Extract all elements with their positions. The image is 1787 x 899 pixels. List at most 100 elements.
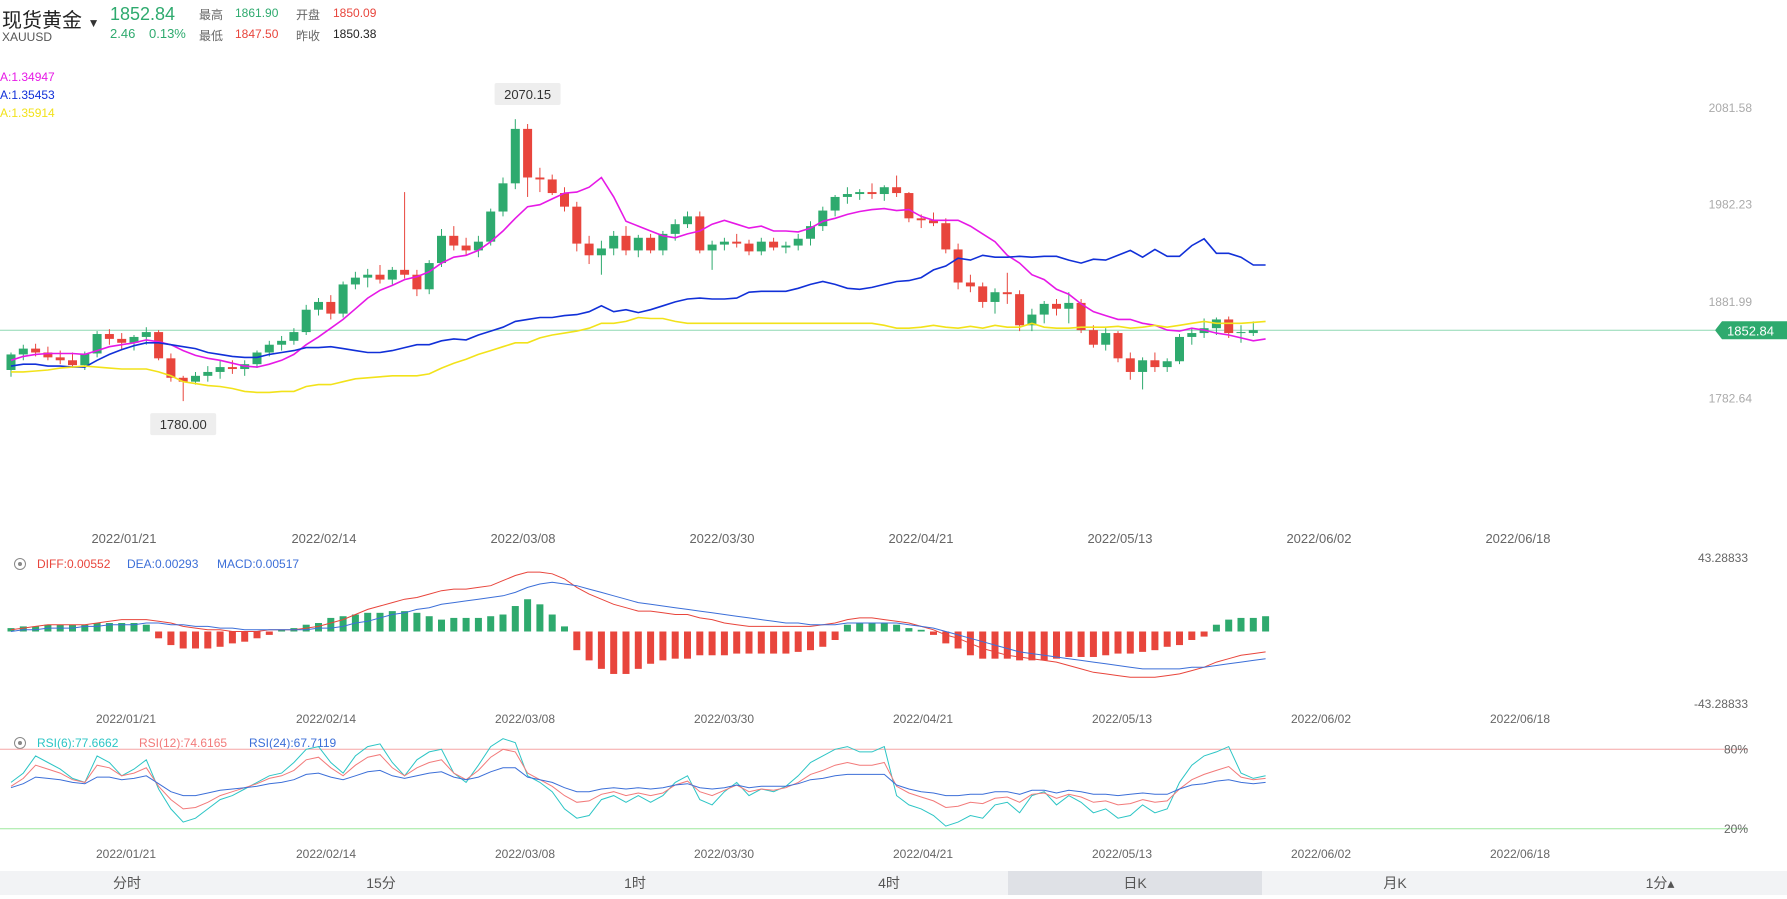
macd-bar	[856, 623, 864, 632]
candle-body	[510, 128, 520, 184]
rsi-legend-12: RSI(12):74.6165	[139, 736, 228, 750]
macd-bar	[1065, 631, 1073, 657]
macd-bar	[893, 624, 901, 632]
candle-body	[437, 235, 446, 264]
macd-bar	[1200, 631, 1208, 637]
candle-body	[203, 371, 213, 376]
candle-body	[1138, 360, 1148, 372]
macd-bar	[733, 631, 741, 654]
candle-body	[215, 367, 225, 372]
candle-body	[719, 241, 729, 245]
macd-bar	[831, 631, 839, 640]
candle-body	[498, 183, 508, 212]
candle-body	[1076, 302, 1086, 331]
x-tick-label: 2022/02/14	[296, 847, 356, 861]
candle-body	[363, 274, 373, 278]
macd-bar	[462, 617, 470, 632]
macd-diff-line	[10, 571, 1266, 678]
symbol-selector[interactable]: 现货黄金 ▼	[2, 4, 99, 33]
candle-body	[560, 193, 569, 207]
macd-bar	[573, 631, 581, 651]
candle-body	[289, 332, 299, 341]
candle-body	[1015, 294, 1025, 326]
open-value: 1850.09	[333, 6, 377, 20]
candle-body	[535, 177, 545, 180]
high-value: 1861.90	[235, 6, 279, 20]
candle-body	[978, 286, 988, 302]
macd-bar	[179, 631, 187, 649]
macd-bar	[118, 623, 126, 632]
candle-body	[953, 249, 963, 283]
candle-body	[326, 301, 336, 314]
candlestick-chart[interactable]: 2081.58 1982.23 1881.99 1782.64 1852.84 2070.…	[0, 0, 1787, 550]
rsi-chart[interactable]: 80% 20% 2022/01/21 2022/02/14 2022/03/08 2022…	[0, 730, 1787, 870]
macd-bar	[204, 631, 212, 649]
macd-bar	[142, 624, 150, 632]
candle-body	[80, 353, 90, 366]
candle-body	[855, 192, 865, 195]
y-tick-label: 1982.23	[1709, 197, 1753, 211]
y-tick-label: 2081.58	[1709, 101, 1753, 115]
macd-settings-icon[interactable]	[14, 558, 26, 570]
candle-body	[264, 344, 274, 353]
macd-bar	[770, 631, 778, 654]
candle-body	[1125, 358, 1135, 372]
macd-bar	[1089, 631, 1097, 657]
tab-15min[interactable]: 15分	[366, 875, 396, 891]
candle-body	[314, 301, 323, 310]
macd-bar	[708, 631, 716, 656]
x-tick-label: 2022/04/21	[888, 531, 953, 546]
tab-daily[interactable]: 日K	[1008, 871, 1262, 895]
macd-bar	[684, 631, 691, 659]
candle-body	[375, 274, 385, 280]
tab-4hour[interactable]: 4时	[878, 875, 900, 891]
tab-1min-dropdown[interactable]: 1分▴	[1645, 875, 1675, 891]
macd-bar	[782, 631, 790, 654]
macd-bar	[93, 623, 101, 632]
tab-minute-line[interactable]: 分时	[113, 875, 141, 891]
x-tick-label: 2022/05/13	[1087, 531, 1152, 546]
candle-body	[904, 193, 914, 219]
candle-body	[473, 241, 483, 251]
candle-body	[449, 235, 459, 246]
open-label: 开盘	[296, 8, 321, 22]
rsi-settings-icon[interactable]	[14, 737, 26, 749]
ma-label-1: A:1.34947	[0, 70, 55, 84]
macd-bar	[1151, 631, 1159, 651]
price-change: 2.46	[110, 26, 136, 41]
symbol-name: 现货黄金	[2, 10, 82, 32]
macd-bar	[1249, 617, 1257, 632]
macd-bar	[450, 617, 458, 632]
candle-body	[1002, 292, 1012, 295]
candle-body	[1039, 303, 1049, 315]
candle-body	[277, 340, 287, 345]
candle-body	[1248, 330, 1258, 334]
price-change-pct: 0.13%	[149, 26, 186, 41]
x-tick-label: 2022/03/08	[495, 847, 555, 861]
candle-body	[744, 243, 754, 252]
macd-bar	[1212, 624, 1220, 632]
candle-body	[31, 348, 41, 353]
candle-body	[68, 360, 77, 366]
macd-bar	[155, 631, 163, 639]
tab-1hour[interactable]: 1时	[624, 875, 646, 891]
macd-chart[interactable]: 43.28833 -43.28833 2022/01/21 2022/02/14 202…	[0, 550, 1787, 730]
candle-body	[1150, 360, 1160, 368]
macd-legend-dea: DEA:0.00293	[127, 557, 199, 571]
high-label: 最高	[199, 8, 224, 22]
candle-body	[732, 241, 742, 244]
macd-bar	[339, 616, 347, 632]
candle-body	[646, 237, 656, 251]
macd-bar	[1188, 631, 1196, 640]
candle-body	[227, 367, 237, 370]
candle-body	[584, 243, 594, 256]
prev-close-value: 1850.38	[333, 27, 377, 41]
macd-bar	[745, 631, 753, 654]
ma-line-1	[10, 176, 1266, 368]
candle-body	[818, 210, 828, 227]
x-tick-label: 2022/04/21	[893, 847, 953, 861]
rsi24-line	[10, 767, 1266, 797]
x-tick-label: 2022/03/08	[495, 712, 555, 726]
macd-bar	[720, 631, 728, 656]
tab-monthly[interactable]: 月K	[1383, 875, 1407, 891]
